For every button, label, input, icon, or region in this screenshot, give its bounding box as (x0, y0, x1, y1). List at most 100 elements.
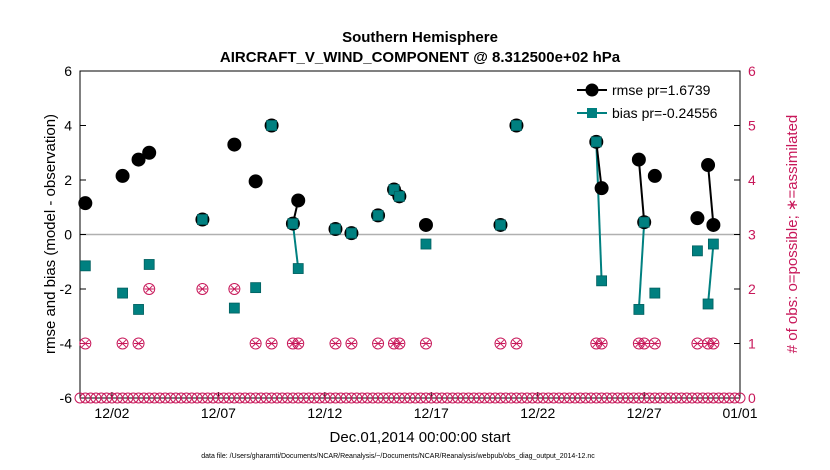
obs-zero-marker (207, 392, 219, 404)
rmse-point (78, 196, 93, 211)
obs-count-marker (691, 337, 704, 350)
rmse-point (690, 211, 705, 226)
obs-zero-marker (314, 392, 326, 404)
obs-zero-marker (367, 392, 379, 404)
obs-zero-marker (670, 392, 682, 404)
obs-count-marker (265, 337, 278, 350)
obs-zero-marker (436, 392, 448, 404)
obs-zero-marker (329, 392, 341, 404)
obs-count-marker (707, 337, 720, 350)
bias-point (228, 302, 240, 314)
obs-zero-marker (718, 392, 730, 404)
obs-zero-marker (212, 392, 224, 404)
obs-circle (249, 337, 262, 350)
obs-zero-marker (516, 392, 528, 404)
bias-line (637, 222, 646, 310)
obs-zero-marker (521, 392, 533, 404)
obs-circle (494, 337, 507, 350)
rmse-point (647, 168, 662, 183)
x-tick-label: 01/01 (722, 405, 757, 421)
y-tick-label: -2 (60, 281, 73, 297)
obs-circle (345, 337, 358, 350)
obs-zero-marker (345, 392, 357, 404)
bias-point (133, 304, 144, 315)
obs-zero-marker (526, 392, 538, 404)
bias-point (511, 120, 522, 131)
obs-zero-marker (159, 392, 171, 404)
obs-zero-marker (558, 392, 570, 404)
obs-count-marker (419, 337, 432, 350)
obs-zero-marker (431, 392, 443, 404)
obs-count-marker (132, 337, 145, 350)
y2-axis-label: # of obs: o=possible; ∗=assimilated (784, 115, 801, 354)
x-tick-label: 12/22 (520, 405, 555, 421)
obs-zero-marker (127, 392, 139, 404)
rmse-point (631, 152, 646, 167)
obs-circle (292, 337, 305, 350)
obs-count-marker (249, 337, 262, 350)
obs-zero-marker (654, 392, 666, 404)
obs-zero-marker (457, 392, 469, 404)
obs-circle (132, 337, 145, 350)
obs-zero-marker (154, 392, 166, 404)
obs-zero-marker (585, 392, 597, 404)
obs-zero-marker (175, 392, 187, 404)
bias-point (292, 263, 304, 274)
obs-zero-marker (612, 392, 624, 404)
obs-zero-marker (399, 392, 411, 404)
obs-circle (510, 337, 523, 350)
obs-zero-marker (361, 392, 373, 404)
obs-zero-marker (542, 392, 554, 404)
obs-zero-marker (505, 392, 517, 404)
obs-zero-marker (596, 392, 608, 404)
obs-zero-marker (223, 392, 235, 404)
obs-zero-marker (409, 392, 421, 404)
bias-point (702, 298, 714, 310)
bias-point (117, 287, 128, 299)
obs-zero-marker (377, 392, 389, 404)
obs-zero-marker (463, 392, 475, 404)
obs-star-d2 (651, 339, 659, 348)
obs-zero-marker (532, 392, 544, 404)
obs-circle (265, 337, 278, 350)
bias-point (346, 227, 357, 239)
obs-zero-marker (149, 392, 161, 404)
obs-zero-marker (665, 392, 677, 404)
obs-star-d2 (145, 285, 153, 293)
obs-star-d2 (198, 285, 207, 293)
bias-point (372, 210, 384, 221)
obs-star-d2 (251, 339, 260, 348)
obs-circle (419, 337, 432, 350)
obs-zero-marker (452, 392, 464, 404)
obs-count-marker (329, 337, 342, 350)
y-tick-label: -6 (60, 390, 73, 406)
obs-circle (329, 337, 342, 350)
obs-zero-marker (734, 392, 746, 404)
obs-zero-marker (101, 392, 113, 404)
bias-point (707, 238, 719, 250)
obs-zero-marker (106, 392, 118, 404)
obs-zero-marker (111, 392, 123, 404)
obs-count-marker (494, 337, 507, 350)
rmse-point (131, 152, 146, 167)
y2-tick-label: 3 (748, 227, 756, 243)
obs-zero-marker (202, 392, 214, 404)
y2-tick-label: 4 (748, 172, 756, 188)
obs-zero-marker (617, 392, 629, 404)
obs-zero-marker (143, 392, 155, 404)
obs-zero-marker (356, 392, 368, 404)
obs-zero-marker (569, 392, 581, 404)
obs-zero-marker (494, 392, 506, 404)
obs-zero-marker (644, 392, 656, 404)
obs-zero-marker (393, 392, 405, 404)
obs-zero-marker (287, 392, 299, 404)
y-tick-label: 6 (64, 63, 72, 79)
y-tick-label: 0 (64, 227, 72, 243)
bias-point (638, 216, 650, 228)
obs-zero-marker (122, 392, 134, 404)
bias-point (143, 259, 155, 270)
y-tick-label: 2 (64, 172, 72, 188)
obs-zero-marker (425, 392, 437, 404)
obs-zero-marker (723, 392, 735, 404)
